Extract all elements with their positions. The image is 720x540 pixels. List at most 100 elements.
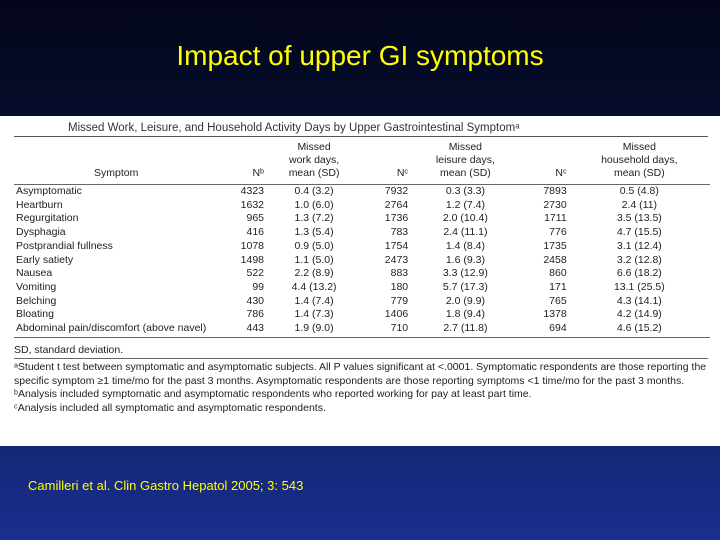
cell-n-leisure: 7932 [384, 185, 409, 197]
table-row: Abdominal pain/discomfort (above navel) 4… [14, 322, 710, 338]
cell-missed-work: 2.2 (8.9) [294, 267, 334, 280]
cell-n-leisure: 2473 [384, 253, 409, 266]
cell-n-household: 1378 [543, 308, 567, 321]
table-row: Postprandial fullness 1078 0.9 (5.0) 1754 1.… [14, 240, 710, 254]
cell-symptom: Dysphagia [16, 226, 66, 239]
table-panel: Missed Work, Leisure, and Household Acti… [0, 116, 720, 446]
note-c: ᶜAnalysis included all symptomatic and a… [14, 401, 326, 414]
cell-missed-leisure: 5.7 (17.3) [442, 280, 488, 293]
cell-symptom: Vomiting [16, 280, 57, 293]
cell-n-household: 860 [549, 267, 567, 280]
cell-missed-leisure: 2.0 (9.9) [445, 294, 485, 307]
cell-missed-household: 3.5 (13.5) [616, 212, 662, 225]
header-symptom: Symptom [14, 141, 218, 185]
cell-missed-household: 4.6 (15.2) [568, 322, 710, 338]
cell-missed-leisure: 3.3 (12.9) [442, 267, 488, 280]
cell-n-leisure: 1754 [384, 239, 409, 252]
table-title: Missed Work, Leisure, and Household Acti… [14, 120, 708, 137]
slide-title: Impact of upper GI symptoms [176, 40, 544, 71]
note-b: ᵇAnalysis included symptomatic and asymp… [14, 388, 532, 401]
cell-n-leisure: 779 [390, 294, 409, 307]
header-missed-work: Missed work days, mean (SD) [266, 141, 363, 185]
table-body: Asymptomatic 4323 0.4 (3.2) 7932 0.3 (3.3) 78… [14, 185, 710, 338]
cell-missed-work: 4.4 (13.2) [291, 280, 337, 293]
cell-missed-work: 1.4 (7.4) [294, 294, 334, 307]
note-abbreviation: SD, standard deviation. [14, 344, 708, 360]
cell-symptom: Early satiety [16, 253, 74, 266]
note-a: ᵃStudent t test between symptomatic and … [14, 361, 707, 387]
cell-symptom: Nausea [16, 267, 53, 280]
cell-missed-work: 1.4 (7.3) [294, 308, 334, 321]
cell-n-leisure: 1736 [384, 212, 409, 225]
cell-n-work: 1498 [240, 253, 265, 266]
cell-missed-leisure: 1.2 (7.4) [445, 198, 485, 211]
header-n-leisure: Nᶜ [362, 141, 411, 185]
cell-n-work: 4323 [240, 185, 265, 197]
citation: Camilleri et al. Clin Gastro Hepatol 200… [28, 478, 304, 493]
cell-missed-household: 4.7 (15.5) [616, 226, 662, 239]
cell-n-household: 765 [549, 294, 567, 307]
cell-missed-household: 3.2 (12.8) [616, 253, 662, 266]
cell-n-household: 2730 [543, 198, 567, 211]
cell-missed-leisure: 1.8 (9.4) [445, 308, 485, 321]
table-row: Heartburn 1632 1.0 (6.0) 2764 1.2 (7.4) 2730 2… [14, 199, 710, 213]
cell-missed-work: 0.9 (5.0) [294, 239, 334, 252]
table-row: Regurgitation 965 1.3 (7.2) 1736 2.0 (10.4) 1… [14, 212, 710, 226]
table-row: Vomiting 99 4.4 (13.2) 180 5.7 (17.3) 171 13.1… [14, 281, 710, 295]
cell-missed-work: 1.0 (6.0) [294, 198, 334, 211]
cell-symptom: Asymptomatic [16, 185, 82, 197]
cell-n-work: 786 [246, 308, 265, 321]
cell-symptom: Belching [16, 294, 57, 307]
cell-n-household: 171 [549, 280, 567, 293]
cell-symptom: Regurgitation [16, 212, 79, 225]
cell-symptom: Heartburn [16, 198, 63, 211]
table-row: Dysphagia 416 1.3 (5.4) 783 2.4 (11.1) 776 4.7… [14, 226, 710, 240]
cell-symptom: Bloating [16, 308, 54, 321]
cell-missed-leisure: 2.4 (11.1) [443, 226, 488, 239]
cell-missed-household: 3.1 (12.4) [616, 239, 662, 252]
table-row: Belching 430 1.4 (7.4) 779 2.0 (9.9) 765 4.3 (… [14, 295, 710, 309]
cell-n-leisure: 180 [390, 280, 409, 293]
cell-n-work: 416 [246, 226, 265, 239]
header-n-household: Nᶜ [520, 141, 569, 185]
cell-symptom: Postprandial fullness [16, 239, 113, 252]
cell-n-household: 1711 [544, 212, 567, 225]
cell-missed-household: 0.5 (4.8) [619, 185, 659, 197]
cell-missed-household: 2.4 (11) [621, 198, 658, 211]
table-row: Nausea 522 2.2 (8.9) 883 3.3 (12.9) 860 6.6 (1… [14, 267, 710, 281]
cell-missed-leisure: 0.3 (3.3) [445, 185, 485, 197]
cell-missed-work: 1.9 (9.0) [266, 322, 363, 338]
cell-n-leisure: 883 [390, 267, 409, 280]
cell-n-work: 965 [246, 212, 265, 225]
cell-missed-leisure: 2.7 (11.8) [410, 322, 521, 338]
cell-n-leisure: 783 [390, 226, 409, 239]
cell-n-household: 694 [520, 322, 569, 338]
table-row: Early satiety 1498 1.1 (5.0) 2473 1.6 (9.3) 2… [14, 254, 710, 268]
cell-missed-leisure: 1.4 (8.4) [445, 239, 485, 252]
cell-missed-household: 4.2 (14.9) [616, 308, 662, 321]
cell-n-household: 2458 [543, 253, 567, 266]
cell-n-work: 99 [252, 280, 265, 293]
cell-n-work: 522 [246, 267, 265, 280]
cell-n-work: 1078 [240, 239, 265, 252]
cell-symptom: Abdominal pain/discomfort (above navel) [14, 322, 218, 338]
cell-missed-household: 13.1 (25.5) [613, 280, 665, 293]
header-n-work: Nᵇ [218, 141, 267, 185]
table-row: Bloating 786 1.4 (7.3) 1406 1.8 (9.4) 1378 4.2… [14, 308, 710, 322]
table-row: Asymptomatic 4323 0.4 (3.2) 7932 0.3 (3.3) 78… [14, 185, 710, 199]
cell-n-leisure: 1406 [384, 308, 409, 321]
cell-missed-work: 1.3 (5.4) [294, 226, 334, 239]
cell-missed-household: 6.6 (18.2) [616, 267, 662, 280]
cell-missed-work: 1.1 (5.0) [294, 253, 334, 266]
table-notes: SD, standard deviation. ᵃStudent t test … [14, 344, 708, 416]
cell-n-leisure: 2764 [384, 198, 409, 211]
cell-missed-household: 4.3 (14.1) [616, 294, 662, 307]
cell-n-household: 7893 [543, 185, 567, 197]
cell-n-household: 1735 [543, 239, 567, 252]
cell-n-leisure: 710 [362, 322, 411, 338]
header-missed-household: Missed household days, mean (SD) [568, 141, 710, 185]
symptom-table: Symptom Nᵇ Missed work days, mean (SD) N… [14, 141, 710, 338]
header-missed-leisure: Missed leisure days, mean (SD) [410, 141, 521, 185]
cell-missed-leisure: 1.6 (9.3) [445, 253, 485, 266]
cell-n-work: 430 [246, 294, 265, 307]
